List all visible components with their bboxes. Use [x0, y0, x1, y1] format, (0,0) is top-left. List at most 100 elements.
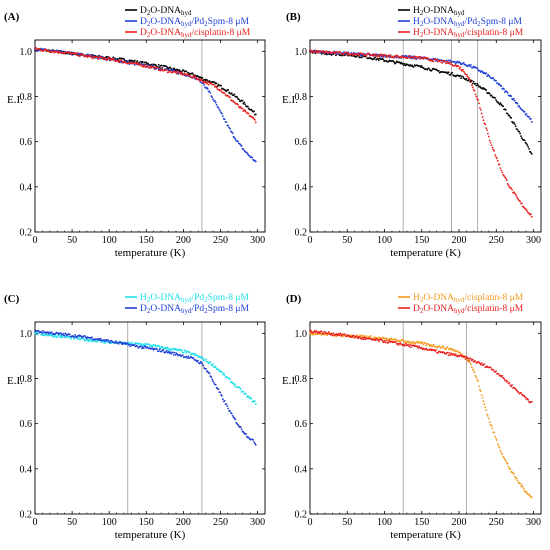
data-point — [143, 61, 146, 64]
data-point — [206, 81, 209, 84]
x-tick-label: 0 — [33, 517, 38, 528]
data-point — [503, 456, 505, 459]
data-point — [104, 340, 107, 342]
x-axis-title: temperature (K) — [390, 529, 461, 541]
data-point — [133, 59, 136, 62]
x-tick-label: 200 — [452, 517, 467, 528]
data-point — [418, 345, 420, 348]
data-point — [242, 110, 245, 113]
data-point — [229, 409, 231, 412]
data-point — [432, 60, 435, 63]
data-point — [490, 424, 493, 427]
data-point — [245, 432, 247, 435]
x-tick-label: 150 — [139, 517, 154, 528]
data-point — [473, 89, 476, 92]
data-point — [449, 354, 452, 356]
data-point — [315, 329, 318, 332]
data-point — [369, 335, 372, 337]
data-point — [408, 345, 411, 348]
data-point — [530, 400, 533, 403]
data-point — [185, 352, 188, 354]
data-point — [501, 453, 504, 456]
data-point — [248, 154, 251, 157]
data-point — [242, 390, 245, 393]
data-point — [309, 49, 311, 51]
data-point — [239, 105, 242, 108]
data-point — [419, 66, 422, 69]
y-tick-label: 0.6 — [20, 137, 33, 148]
data-point — [85, 337, 88, 340]
data-point — [209, 361, 212, 364]
data-point — [117, 61, 120, 64]
data-point — [133, 344, 136, 346]
data-point — [254, 160, 257, 163]
data-point — [507, 465, 510, 468]
data-point — [400, 61, 403, 64]
data-point — [162, 349, 165, 351]
data-point — [217, 368, 220, 371]
data-point — [165, 69, 168, 71]
x-tick-label: 200 — [452, 235, 467, 246]
data-point — [465, 77, 468, 80]
data-point — [486, 413, 488, 416]
data-point — [217, 106, 220, 109]
data-point — [488, 75, 491, 78]
data-point — [241, 107, 244, 110]
series-3 — [34, 46, 257, 124]
data-point — [511, 384, 513, 386]
data-point — [189, 74, 191, 77]
x-tick-label: 300 — [250, 235, 265, 246]
data-point — [495, 155, 497, 158]
data-point — [231, 414, 234, 417]
data-point — [489, 141, 492, 144]
data-point — [465, 73, 468, 76]
y-tick-label: 0.2 — [295, 228, 308, 239]
data-point — [467, 357, 470, 360]
x-tick-label: 0 — [308, 235, 313, 246]
x-tick-label: 50 — [67, 235, 77, 246]
x-tick-label: 0 — [308, 517, 313, 528]
data-point — [505, 90, 508, 93]
data-point — [115, 340, 117, 343]
data-point — [485, 127, 488, 130]
data-point — [99, 338, 102, 340]
data-point — [92, 54, 95, 57]
data-point — [105, 58, 108, 60]
data-point — [523, 110, 526, 113]
y-tick-label: 0.6 — [295, 137, 308, 148]
data-point — [136, 345, 139, 347]
data-point — [489, 366, 492, 369]
data-point — [515, 477, 518, 480]
data-point — [146, 64, 149, 67]
data-point — [240, 145, 243, 148]
y-tick-label: 1.0 — [20, 329, 33, 340]
data-point — [80, 335, 83, 338]
data-point — [386, 337, 388, 340]
data-point — [240, 428, 243, 430]
y-tick-label: 0.6 — [295, 419, 308, 430]
data-point — [389, 54, 392, 56]
data-point — [247, 395, 250, 398]
data-point — [512, 97, 515, 100]
data-point — [486, 129, 488, 131]
data-point — [476, 98, 479, 100]
data-point — [513, 192, 516, 195]
data-point — [195, 77, 198, 79]
legend-label: D2O-DNAhyd/cisplatin-8 μM — [413, 304, 524, 315]
data-point — [205, 358, 207, 361]
data-point — [479, 106, 481, 109]
data-point — [376, 55, 378, 58]
y-tick-label: 0.4 — [295, 182, 308, 193]
data-point — [496, 82, 499, 85]
data-point — [415, 56, 418, 58]
data-point — [164, 348, 166, 350]
data-point — [425, 344, 428, 347]
data-point — [505, 179, 508, 182]
data-point — [469, 78, 471, 81]
data-point — [510, 95, 513, 98]
data-point — [145, 61, 148, 64]
data-point — [378, 55, 381, 58]
data-point — [510, 116, 513, 119]
legend-label: H2O-DNAhyd/Pd2Spm-8 μM — [413, 17, 522, 28]
series-1 — [309, 49, 533, 155]
